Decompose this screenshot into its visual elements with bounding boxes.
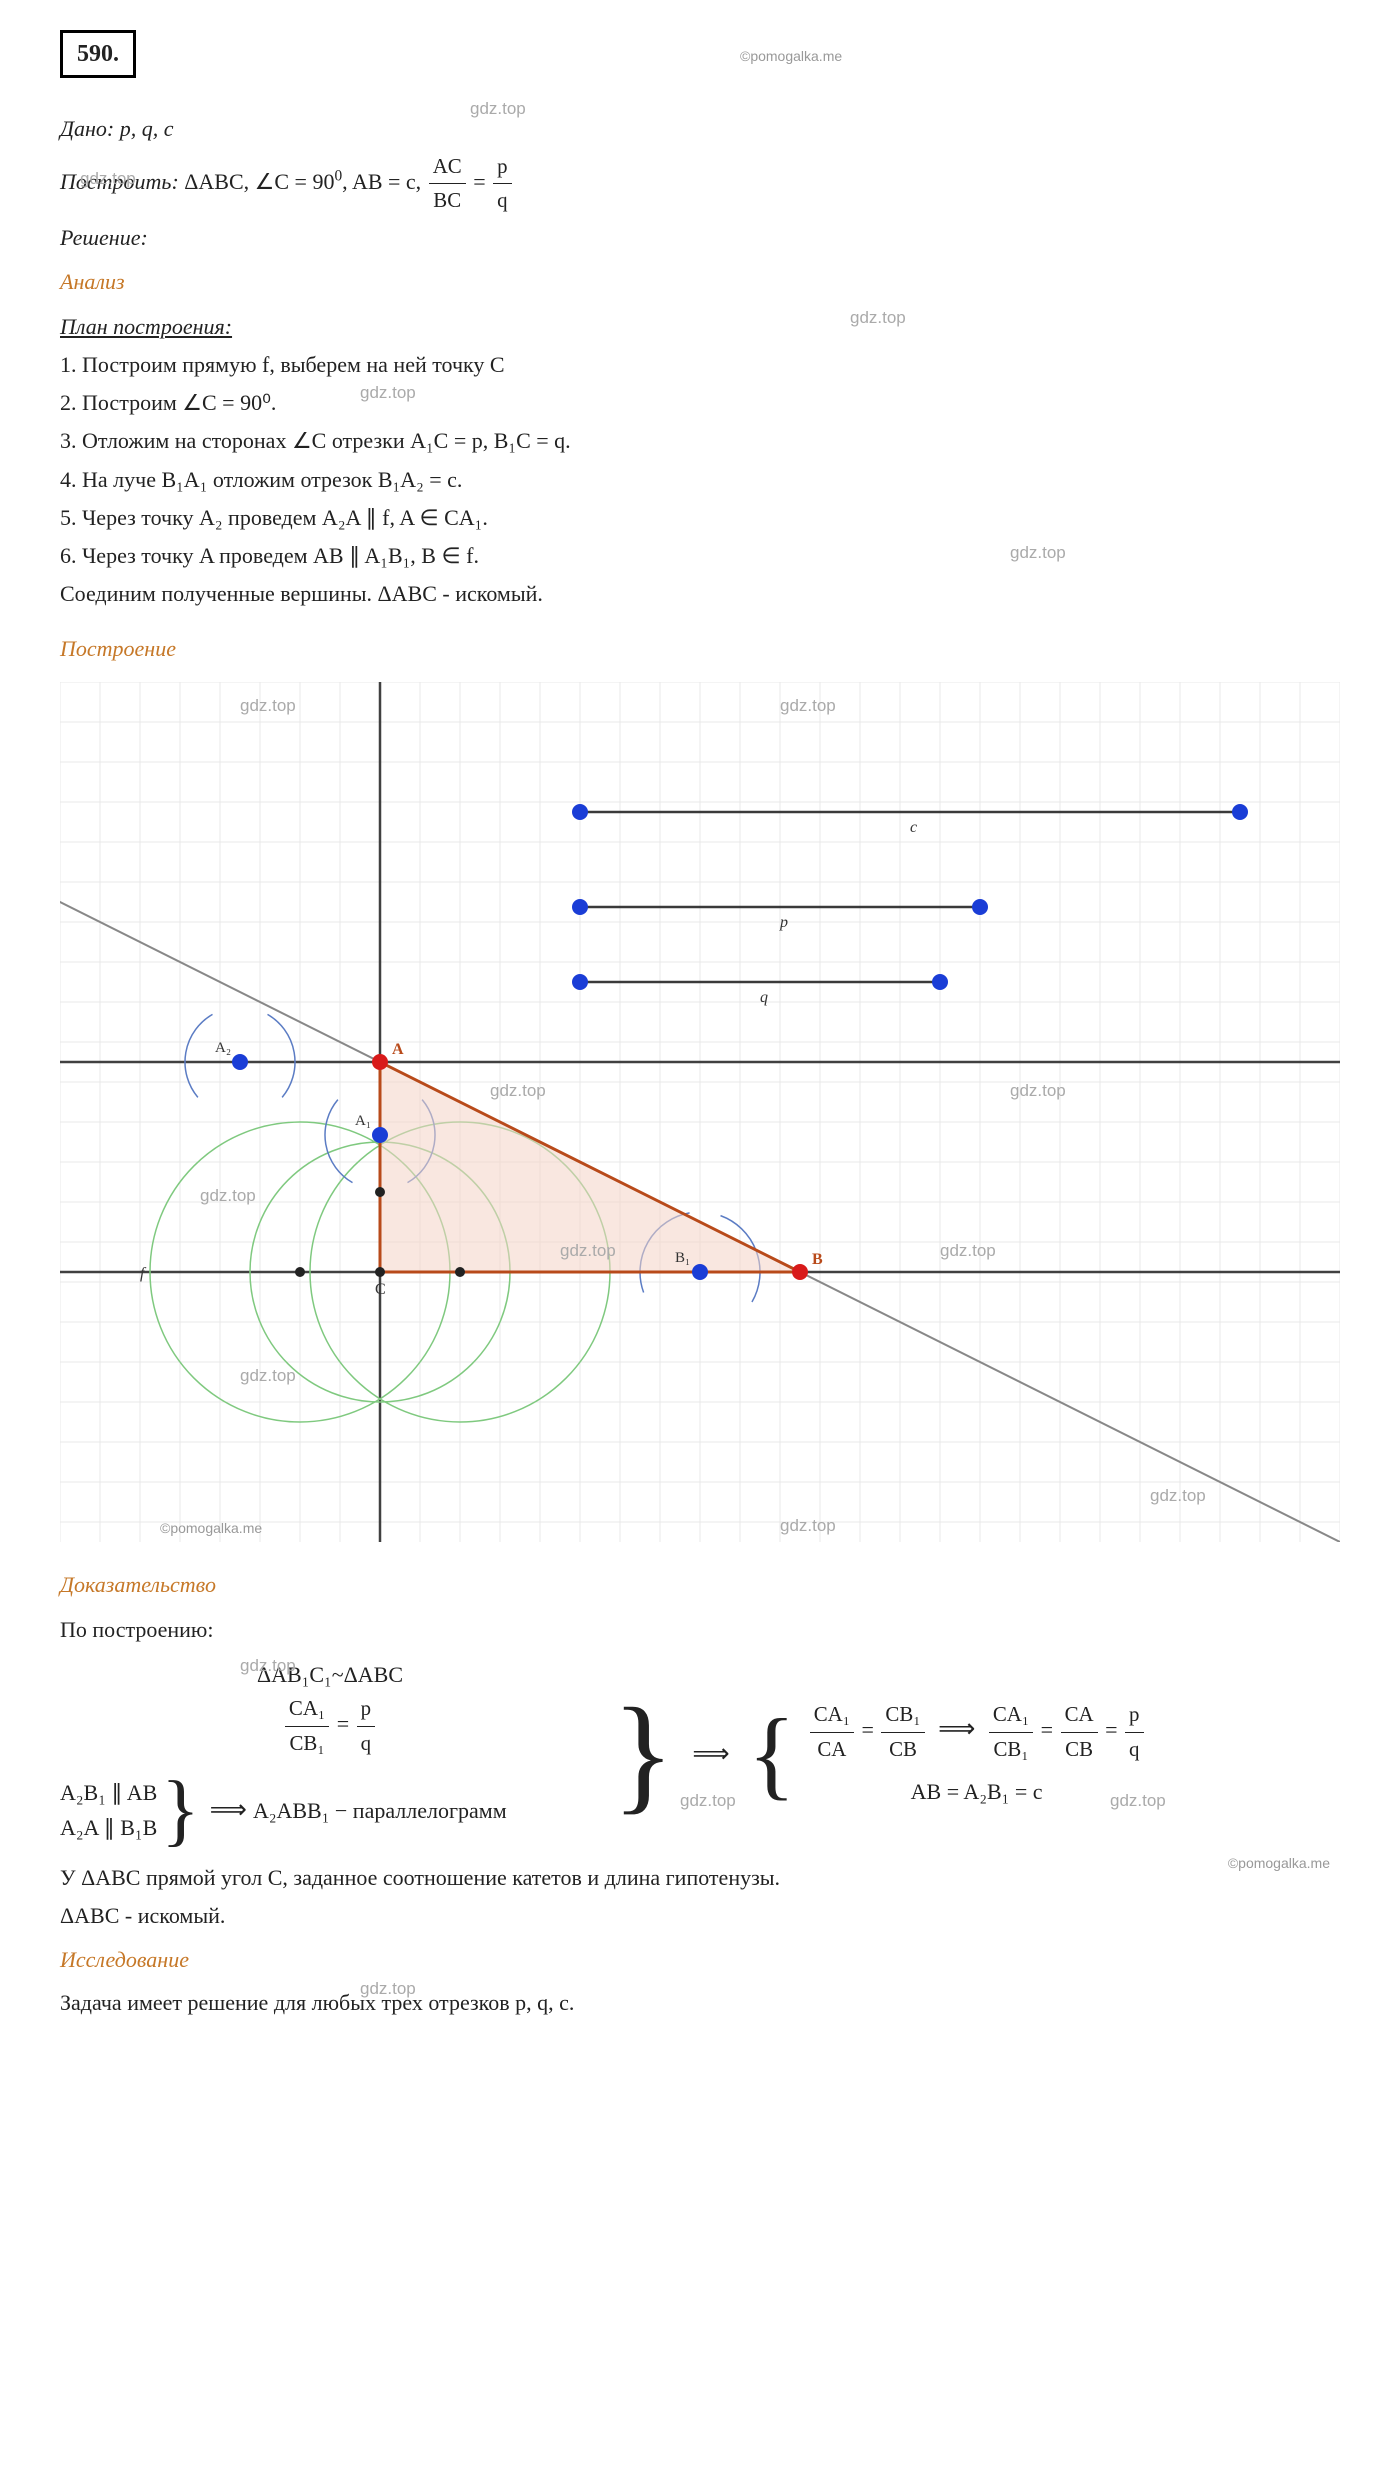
p-q: q: [357, 1727, 375, 1760]
r2-cb1: CB₁: [989, 1733, 1033, 1766]
proof-par2: A₂A ∥ B₁B: [60, 1810, 157, 1845]
plan-heading: План построения:: [60, 309, 1340, 344]
svg-text:c: c: [910, 819, 917, 836]
analysis-heading: Анализ: [60, 264, 1340, 299]
investigation-text: Задача имеет решение для любых трех отре…: [60, 1985, 1340, 2020]
r2-cb: CB: [1061, 1733, 1098, 1766]
construction-diagram: cpqCA₁B₁A₂ABf gdz.top gdz.top gdz.top gd…: [60, 682, 1340, 1552]
svg-text:A: A: [392, 1041, 404, 1058]
solution-label: Решение:: [60, 220, 1340, 255]
construct-label: Построить:: [60, 169, 179, 194]
investigation-heading: Исследование: [60, 1942, 1340, 1977]
frac-bc: BC: [429, 184, 466, 217]
watermark-pomogalka: ©pomogalka.me: [740, 45, 842, 67]
r-ca: CA: [810, 1733, 854, 1766]
r-p: p: [1125, 1698, 1143, 1732]
given-items: p, q, c: [120, 116, 174, 141]
eq-sign: =: [473, 169, 491, 194]
plan-step: 4. На луче B₁A₁ отложим отрезок B₁A₂ = c…: [60, 462, 1340, 497]
problem-number: 590.: [60, 30, 136, 78]
construct-prefix: ΔABC, ∠C = 90: [184, 169, 334, 194]
r-ca1: CA₁: [810, 1698, 854, 1732]
svg-text:p: p: [779, 914, 788, 931]
p-cb1: CB₁: [285, 1727, 329, 1760]
conclusion-line: Соединим полученные вершины. ΔABC - иско…: [60, 576, 1340, 611]
svg-text:q: q: [760, 989, 768, 1006]
construct-mid: , AB = c,: [342, 169, 427, 194]
p-ca1: CA₁: [285, 1692, 329, 1726]
p-p: p: [357, 1692, 375, 1726]
proof-impl: A₂ABB₁ − параллелограмм: [253, 1793, 507, 1828]
plan-step: 6. Через точку A проведем AB ∥ A₁B₁, B ∈…: [60, 538, 1340, 573]
proof-par1: A₂B₁ ∥ AB: [60, 1775, 157, 1810]
proof-sim: ΔAB₁C₁~ΔABC: [60, 1657, 600, 1692]
svg-text:B: B: [812, 1251, 823, 1268]
r2-ca1: CA₁: [989, 1698, 1033, 1732]
svg-text:A₁: A₁: [355, 1113, 371, 1129]
svg-text:C: C: [375, 1281, 386, 1298]
r-cb: CB: [881, 1733, 924, 1766]
plan-step: 3. Отложим на сторонах ∠C отрезки A₁C = …: [60, 423, 1340, 458]
svg-text:A₂: A₂: [215, 1040, 231, 1056]
construction-heading: Построение: [60, 631, 1340, 666]
proof-right-l2: AB = A₂B₁ = c: [808, 1774, 1146, 1809]
r-q: q: [1125, 1733, 1143, 1766]
frac-ac: AC: [429, 150, 466, 184]
r2-ca: CA: [1061, 1698, 1098, 1732]
r-cb1: CB₁: [881, 1698, 924, 1732]
steps-list: 1. Построим прямую f, выберем на ней точ…: [60, 347, 1340, 573]
plan-step: 2. Построим ∠C = 90⁰.: [60, 385, 1340, 420]
svg-text:B₁: B₁: [675, 1250, 690, 1266]
proof-final1: У ΔABC прямой угол C, заданное соотношен…: [60, 1860, 1340, 1895]
proof-line1: По построению:: [60, 1612, 1340, 1647]
frac-q: q: [493, 184, 511, 217]
proof-final2: ΔABC - искомый.: [60, 1898, 1340, 1933]
frac-p: p: [493, 150, 511, 184]
plan-step: 1. Построим прямую f, выберем на ней точ…: [60, 347, 1340, 382]
plan-step: 5. Через точку A₂ проведем A₂A ∥ f, A ∈ …: [60, 500, 1340, 535]
given-label: Дано:: [60, 116, 114, 141]
watermark-gdz: gdz.top: [470, 95, 526, 122]
proof-heading: Доказательство: [60, 1567, 1340, 1602]
